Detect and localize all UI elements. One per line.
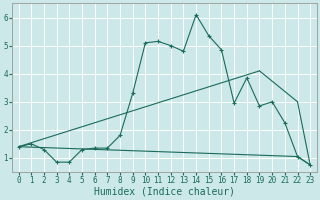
X-axis label: Humidex (Indice chaleur): Humidex (Indice chaleur) <box>94 187 235 197</box>
